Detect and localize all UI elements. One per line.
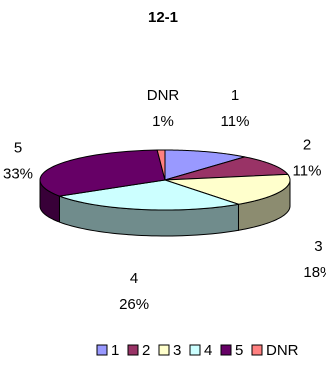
slice-label-4: 4 xyxy=(130,270,138,287)
pie-top xyxy=(39,149,291,211)
slice-label-3: 3 xyxy=(314,238,322,255)
legend-swatch-1 xyxy=(96,344,108,356)
pie-slice-1 xyxy=(164,149,245,181)
slice-label-dnr: DNR xyxy=(147,87,180,104)
legend-label-5: 5 xyxy=(235,342,243,359)
legend-swatch-2 xyxy=(127,344,139,356)
slice-label-5: 5 xyxy=(14,139,22,156)
legend-label-1: 1 xyxy=(111,342,119,359)
legend-swatch-4 xyxy=(189,344,201,356)
legend-swatch-3 xyxy=(158,344,170,356)
slice-percent-1: 11% xyxy=(221,113,250,130)
pie-slice-3 xyxy=(164,173,291,205)
slice-percent-4: 26% xyxy=(119,296,149,313)
legend-label-2: 2 xyxy=(142,342,150,359)
pie-slice-5 xyxy=(39,149,166,197)
pie-labels: 1 11% 2 11% 3 18% 4 26% 5 33% DNR 1% xyxy=(3,87,326,313)
pie-slice-4 xyxy=(57,179,239,211)
chart-title: 12-1 xyxy=(148,9,178,26)
slice-percent-dnr: 1% xyxy=(152,113,174,130)
legend-swatch-5 xyxy=(220,344,232,356)
pie-sides xyxy=(39,179,291,237)
legend: 1 2 3 4 5 DNR xyxy=(96,342,299,359)
slice-label-2: 2 xyxy=(303,137,311,154)
legend-label-dnr: DNR xyxy=(266,342,299,359)
legend-swatch-dnr xyxy=(251,344,263,356)
legend-label-3: 3 xyxy=(173,342,181,359)
slice-label-1: 1 xyxy=(231,87,239,104)
slice-percent-2: 11% xyxy=(293,163,322,180)
slice-percent-5: 33% xyxy=(3,165,33,182)
pie-slice-2 xyxy=(164,156,289,181)
slice-percent-3: 18% xyxy=(303,264,326,281)
legend-label-4: 4 xyxy=(204,342,212,359)
pie-slice-dnr xyxy=(156,149,166,181)
